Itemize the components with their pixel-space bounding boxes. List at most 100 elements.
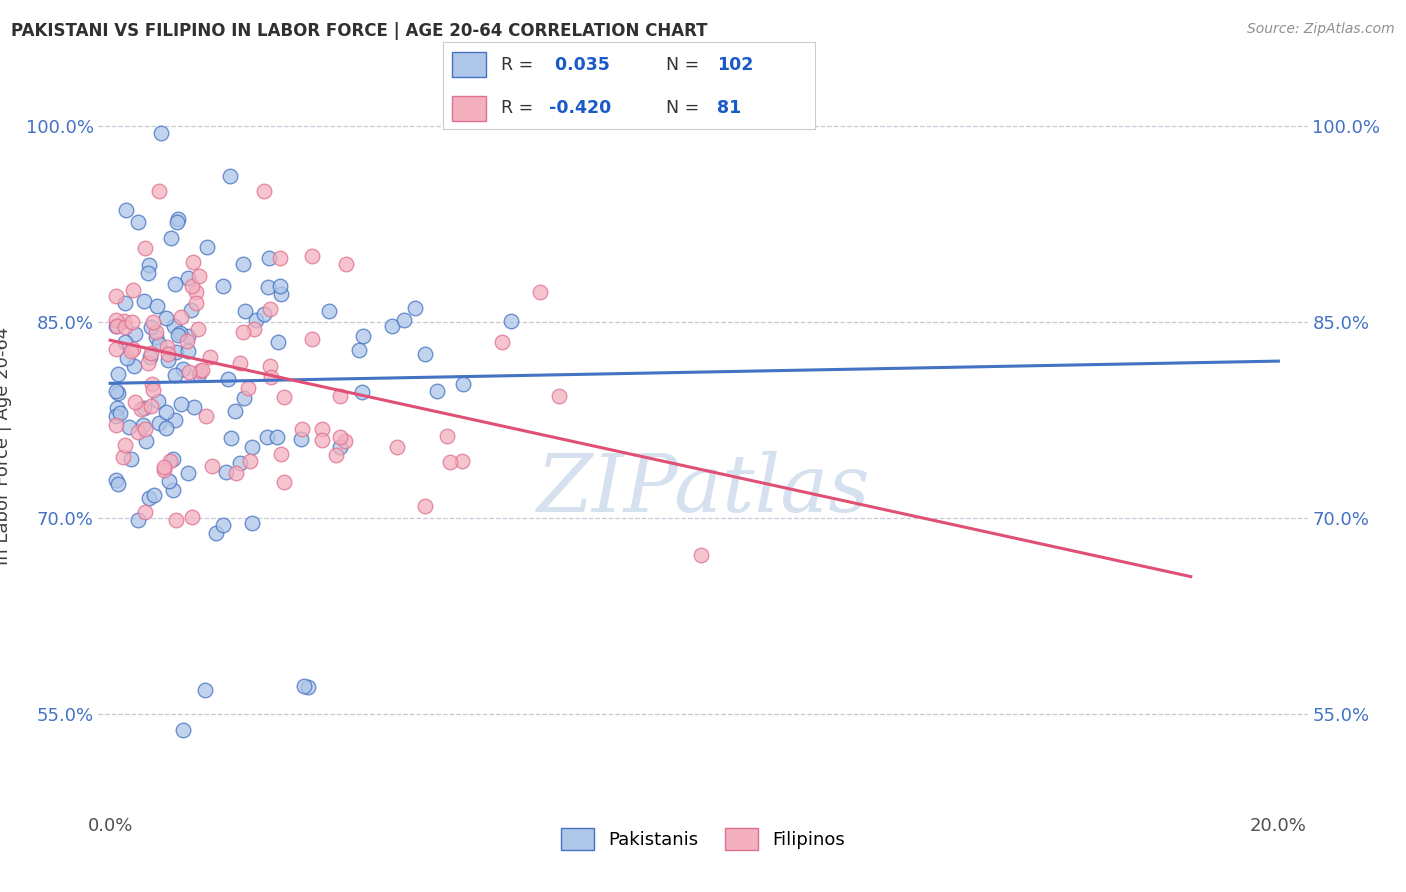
Point [138, 491, 160, 505]
Point [253, 184, 276, 198]
Point [115, 351, 138, 365]
Point [104, 342, 127, 356]
Point [245, 312, 267, 326]
Point [166, 215, 188, 229]
Text: R =: R = [501, 55, 533, 74]
Point [212, 518, 235, 533]
Point [104, 318, 127, 333]
Point [127, 513, 149, 527]
Point [387, 440, 409, 454]
Point [329, 441, 352, 455]
Point [195, 239, 218, 253]
Point [148, 184, 170, 198]
Point [269, 279, 291, 293]
Point [112, 314, 135, 328]
Point [243, 322, 266, 336]
Point [105, 318, 128, 333]
Point [112, 450, 135, 465]
Point [155, 421, 177, 435]
Point [146, 393, 169, 408]
Point [301, 332, 323, 346]
FancyBboxPatch shape [453, 96, 485, 120]
Point [501, 314, 523, 328]
Point [163, 368, 186, 383]
Point [259, 359, 281, 374]
Point [352, 385, 374, 400]
Point [134, 401, 156, 416]
Point [120, 343, 142, 358]
Point [107, 386, 129, 401]
Point [104, 384, 127, 399]
Point [110, 406, 132, 420]
Point [184, 285, 207, 299]
Point [156, 353, 179, 368]
Point [188, 268, 211, 283]
Point [124, 327, 146, 342]
Point [104, 312, 127, 326]
Point [177, 344, 200, 359]
Point [170, 310, 193, 324]
Point [290, 433, 312, 447]
Point [394, 313, 416, 327]
Point [138, 350, 160, 364]
Point [211, 278, 233, 293]
Point [269, 251, 291, 265]
Point [121, 283, 143, 297]
Point [187, 322, 209, 336]
Point [529, 285, 551, 299]
Point [159, 454, 181, 468]
Point [273, 390, 295, 404]
Point [122, 359, 145, 373]
Point [325, 448, 347, 462]
Point [145, 299, 167, 313]
Point [183, 400, 205, 414]
Point [311, 433, 333, 447]
Point [127, 215, 149, 229]
Point [169, 326, 191, 340]
Point [415, 347, 437, 361]
Point [134, 421, 156, 435]
Point [380, 319, 402, 334]
Point [104, 289, 127, 303]
Point [155, 311, 177, 326]
Point [177, 329, 200, 343]
Point [180, 303, 202, 318]
Point [232, 257, 254, 271]
Point [155, 405, 177, 419]
Point [352, 329, 374, 343]
Point [301, 249, 323, 263]
Point [104, 473, 127, 487]
Point [134, 505, 156, 519]
Point [329, 430, 352, 444]
FancyBboxPatch shape [453, 53, 485, 77]
Text: 102: 102 [717, 55, 754, 74]
Point [333, 434, 356, 448]
Point [136, 266, 159, 280]
Point [347, 343, 370, 357]
Point [188, 367, 211, 381]
Point [229, 356, 252, 370]
Point [165, 277, 187, 292]
Point [177, 466, 200, 480]
Point [107, 477, 129, 491]
Point [218, 169, 240, 183]
Point [413, 499, 436, 513]
Point [141, 320, 163, 334]
Point [107, 367, 129, 381]
Text: 81: 81 [717, 99, 741, 118]
Point [191, 363, 214, 377]
Point [491, 334, 513, 349]
Point [105, 401, 128, 415]
Point [118, 419, 141, 434]
Point [292, 679, 315, 693]
Point [233, 303, 256, 318]
Point [163, 413, 186, 427]
Point [167, 212, 190, 227]
Point [114, 296, 136, 310]
Point [201, 458, 224, 473]
Point [127, 425, 149, 440]
Point [224, 404, 246, 418]
Point [138, 258, 160, 272]
Point [256, 429, 278, 443]
Point [260, 369, 283, 384]
